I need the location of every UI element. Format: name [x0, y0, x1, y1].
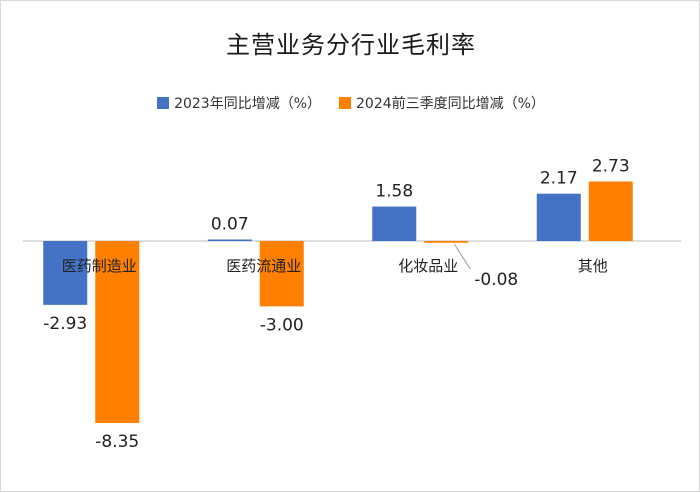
legend-swatch-2023 — [157, 97, 170, 109]
legend-label-2024: 2024前三季度同比增减（%） — [356, 96, 545, 112]
chart-title: 主营业务分行业毛利率 — [226, 31, 476, 59]
value-label-series-2023-3: 2.17 — [540, 169, 578, 189]
bar-series-2024-2 — [424, 241, 469, 243]
legend-item-2024: 2024前三季度同比增减（%） — [339, 93, 545, 113]
bar-series-2023-0 — [43, 241, 88, 305]
value-label-series-2024-0: -8.35 — [95, 432, 139, 452]
bar-series-2024-1 — [259, 241, 304, 307]
bar-series-2023-2 — [372, 206, 417, 241]
category-label-1: 医药流通业 — [226, 257, 301, 275]
bar-series-2023-3 — [536, 193, 581, 241]
legend-item-2023: 2023年同比增减（%） — [157, 93, 321, 113]
bar-series-2023-1 — [207, 239, 252, 241]
bar-series-2024-0 — [95, 241, 140, 424]
value-label-series-2024-3: 2.73 — [592, 156, 630, 176]
category-label-3: 其他 — [578, 257, 608, 275]
value-label-series-2023-0: -2.93 — [43, 314, 87, 334]
leader-line-series-2024-2 — [453, 243, 471, 270]
value-label-series-2024-1: -3.00 — [260, 315, 304, 335]
value-label-series-2023-1: 0.07 — [211, 214, 249, 234]
value-label-series-2024-2: -0.08 — [474, 270, 518, 290]
value-label-series-2023-2: 1.58 — [375, 182, 413, 202]
chart-legend: 2023年同比增减（%） 2024前三季度同比增减（%） — [1, 93, 700, 113]
category-label-0: 医药制造业 — [62, 257, 137, 275]
legend-swatch-2024 — [339, 97, 351, 109]
legend-label-2023: 2023年同比增减（%） — [174, 96, 321, 112]
category-label-2: 化妆品业 — [398, 257, 458, 275]
bar-series-2024-3 — [588, 181, 633, 241]
